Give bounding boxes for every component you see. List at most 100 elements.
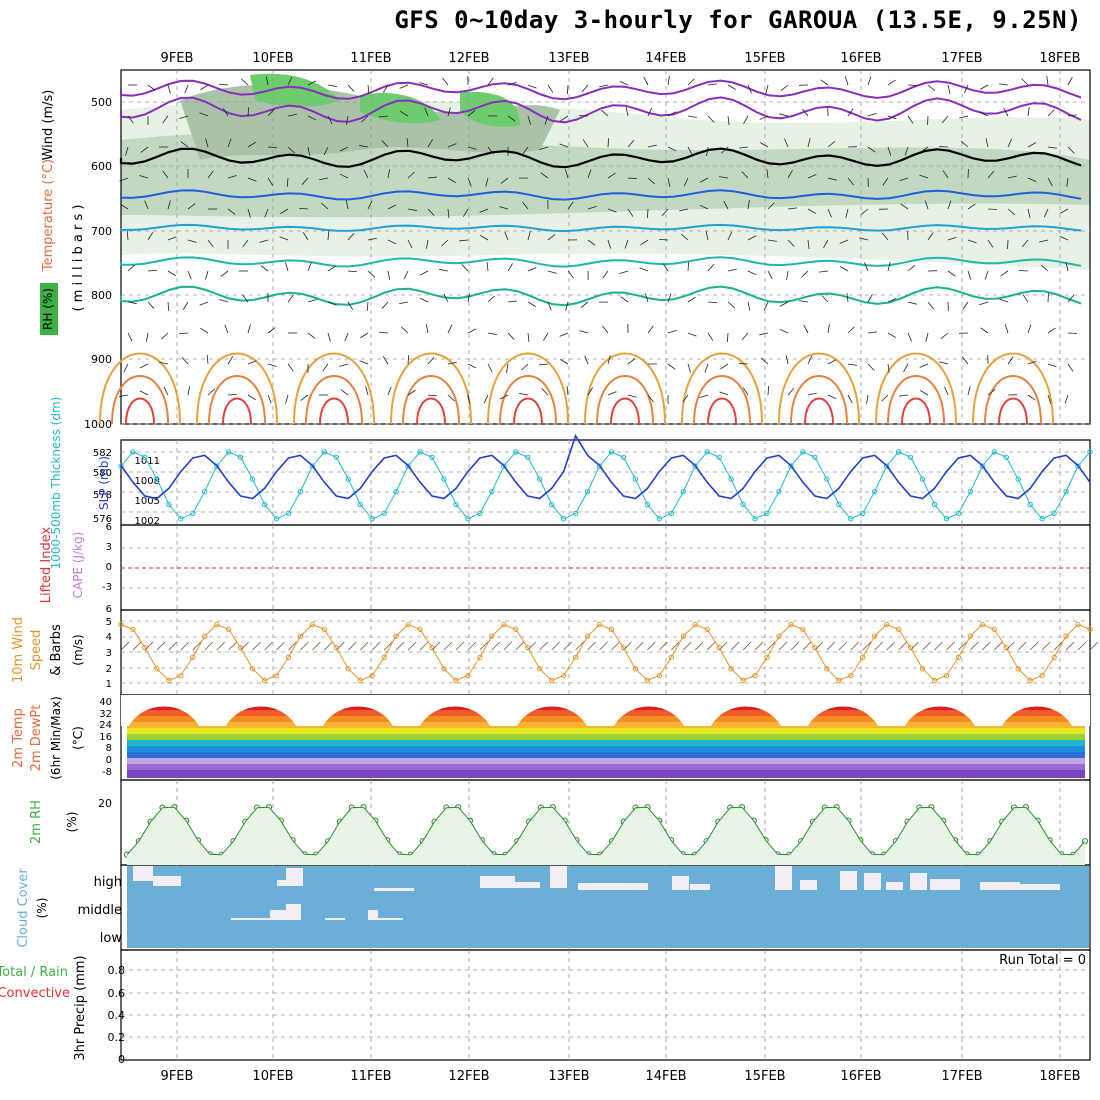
thickness-point bbox=[955, 510, 962, 517]
wind10-barb bbox=[168, 641, 178, 651]
contour-25 bbox=[972, 352, 1054, 425]
contour-30 bbox=[984, 375, 1042, 425]
wind-barb bbox=[227, 208, 236, 215]
thickness-point bbox=[991, 449, 997, 455]
contour-25 bbox=[584, 352, 666, 425]
wind-barb bbox=[327, 84, 337, 87]
wind-barb bbox=[182, 301, 189, 310]
wind10-barb bbox=[862, 641, 871, 651]
wind-barb bbox=[267, 109, 275, 117]
thickness-point bbox=[489, 488, 495, 495]
wind10-barb bbox=[252, 641, 261, 651]
wind10-barb bbox=[551, 641, 560, 651]
wind-barb bbox=[919, 174, 929, 179]
contour-35 bbox=[125, 397, 155, 425]
wind-barb bbox=[980, 327, 989, 334]
wind-barb bbox=[719, 176, 729, 179]
wind-barb bbox=[387, 169, 390, 179]
wind-barb bbox=[1027, 324, 1032, 334]
thickness-point bbox=[178, 516, 184, 522]
wind-barb bbox=[627, 208, 634, 217]
thickness-point bbox=[190, 510, 196, 517]
wind10-barb bbox=[934, 641, 943, 651]
wind-barb bbox=[219, 299, 229, 303]
wind-barb bbox=[407, 354, 410, 365]
thickness-point bbox=[632, 476, 639, 482]
wind-barb bbox=[419, 297, 429, 303]
wind-barb bbox=[382, 356, 389, 365]
wind10-point bbox=[788, 621, 794, 628]
wind-barb bbox=[127, 264, 135, 272]
slp-line bbox=[120, 433, 1091, 500]
wind-barb bbox=[287, 113, 297, 117]
wind-barb bbox=[840, 266, 849, 272]
wind-barb bbox=[167, 270, 176, 277]
wind10-barb bbox=[1053, 641, 1063, 651]
wind-barb bbox=[222, 108, 229, 117]
wind-barb bbox=[425, 324, 429, 334]
cloud-high-bar bbox=[510, 882, 540, 888]
wind-barb bbox=[907, 265, 916, 272]
wind-barb bbox=[200, 327, 209, 334]
wind-barb bbox=[407, 208, 417, 211]
wind-barb bbox=[381, 301, 389, 309]
thickness-point bbox=[656, 516, 663, 522]
wind-barb bbox=[527, 231, 531, 241]
wind-barb bbox=[947, 200, 952, 210]
wind10-point bbox=[118, 621, 124, 628]
wind-barb bbox=[687, 296, 696, 303]
wind-barb bbox=[260, 265, 269, 272]
wind-barb bbox=[1047, 146, 1057, 149]
wind-barb bbox=[461, 264, 469, 272]
wind10-barb bbox=[324, 641, 333, 651]
cloud-level-label: middle bbox=[78, 903, 122, 918]
wind10-point bbox=[1051, 654, 1057, 661]
cloud-high-bar bbox=[864, 873, 881, 890]
wind10-barb bbox=[1065, 641, 1075, 651]
wind10-point bbox=[752, 672, 758, 679]
wind-barb bbox=[544, 115, 549, 125]
wind10-point bbox=[632, 666, 639, 672]
wind-barb bbox=[759, 115, 769, 120]
wind10-point bbox=[848, 672, 854, 679]
cloud-high-bar bbox=[980, 882, 1020, 890]
wind10-point bbox=[692, 621, 698, 628]
wind-barb bbox=[543, 332, 549, 341]
thickness-point bbox=[800, 449, 806, 455]
top-date-label: 18FEB bbox=[1039, 51, 1080, 66]
precip-total-rain-label: Total / Rain bbox=[0, 965, 68, 980]
contour-5-blue bbox=[120, 189, 1082, 201]
wind-barb bbox=[747, 235, 757, 241]
thickness-point bbox=[237, 454, 244, 460]
contour-5-purple-2 bbox=[120, 96, 1082, 124]
wind-barb bbox=[367, 270, 375, 278]
temp-band bbox=[127, 728, 1085, 734]
wind-barb bbox=[979, 301, 989, 306]
wind-barb bbox=[847, 363, 857, 366]
wind-barb bbox=[827, 141, 836, 148]
li-tick: 6 bbox=[106, 604, 112, 615]
wind-barb bbox=[860, 208, 869, 215]
wind-barb bbox=[584, 355, 589, 365]
wind-barb bbox=[959, 115, 969, 119]
wind-barb bbox=[999, 298, 1009, 303]
wind10-speed-label: Speed bbox=[29, 630, 44, 671]
wind-barb bbox=[521, 363, 529, 371]
wind-barb bbox=[726, 332, 729, 343]
wind-barb bbox=[1039, 239, 1049, 243]
wind-barb bbox=[738, 362, 749, 365]
wind-barb bbox=[882, 177, 889, 186]
wind10-barbs-label: & Barbs bbox=[49, 624, 64, 676]
wind-barb bbox=[984, 270, 989, 280]
wind-barb bbox=[162, 170, 169, 179]
wind-barb bbox=[827, 177, 837, 181]
wind-barb bbox=[1007, 356, 1014, 365]
wind-barb bbox=[401, 326, 409, 334]
wind-barb bbox=[467, 293, 470, 303]
wind-barb bbox=[942, 170, 949, 179]
wind-barb bbox=[126, 230, 129, 241]
wind-barb bbox=[547, 234, 556, 241]
wind-barb bbox=[687, 261, 690, 272]
wind-barb bbox=[667, 177, 671, 187]
contour-30 bbox=[208, 375, 266, 425]
